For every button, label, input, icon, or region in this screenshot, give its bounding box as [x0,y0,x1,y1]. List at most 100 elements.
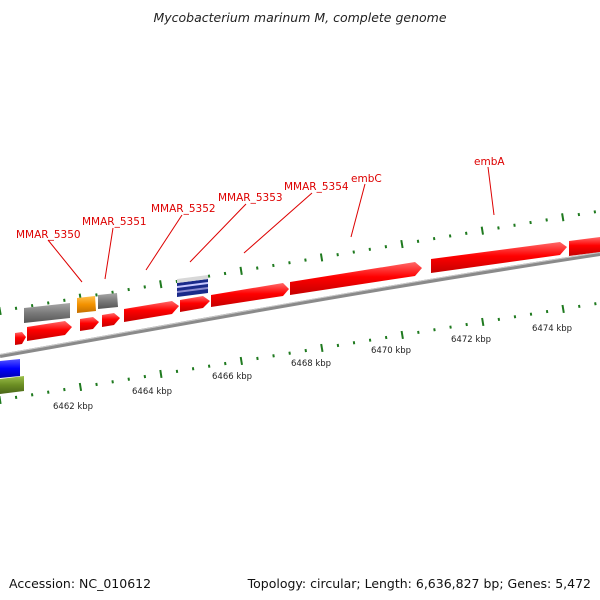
kbp-label-6472: 6472 kbp [451,335,491,345]
upper-major-tick [159,280,163,289]
gene-red-embc-a[interactable] [211,283,289,307]
lower-minor-tick [417,330,420,334]
lower-minor-tick [63,387,66,392]
gene-red-mmar-5351[interactable] [80,317,99,331]
upper-minor-tick [593,210,597,214]
lower-minor-tick [224,361,227,366]
kbp-label-6462: 6462 kbp [53,402,93,412]
label-emba: embA [474,156,505,168]
upper-minor-tick [256,266,259,270]
lower-major-tick [561,304,565,314]
label-embc: embC [351,173,382,185]
gene-red-emba[interactable] [431,242,567,273]
lower-minor-tick [272,354,275,358]
upper-minor-tick [545,218,548,222]
lower-major-tick [159,369,163,379]
lower-minor-tick [256,356,259,361]
lower-minor-tick [288,351,291,355]
label-mmar-5350: MMAR_5350 [16,229,81,241]
gene-olive[interactable] [0,376,24,394]
lower-minor-tick [594,302,597,306]
lower-minor-tick [578,304,581,308]
accession-text: Accession: NC_010612 [9,576,152,591]
lower-minor-tick [513,315,517,319]
gene-red-mmar-5353[interactable] [124,301,179,322]
gene-red-mmar-5352[interactable] [102,313,120,327]
gene-red-mmar-5350[interactable] [27,321,72,341]
label-leaders [47,166,495,283]
kbp-label-6468: 6468 kbp [291,359,331,369]
upper-minor-tick [577,212,581,217]
gene-orange[interactable] [77,296,96,313]
lower-minor-tick [47,390,50,394]
gene-gray-small[interactable] [98,293,118,309]
gene-blue[interactable] [0,359,20,378]
upper-major-tick [480,226,484,235]
lower-minor-tick [127,377,130,381]
upper-minor-tick [30,304,34,308]
upper-minor-tick [47,301,50,305]
upper-minor-tick [288,261,291,265]
lower-major-tick [78,382,83,392]
upper-major-tick [400,239,404,249]
upper-major-tick [319,253,324,262]
lower-minor-tick [465,322,468,327]
upper-minor-tick [432,237,436,241]
lower-tick-track [0,302,597,404]
upper-minor-tick [63,298,66,302]
upper-minor-tick [416,239,420,243]
page-title: Mycobacterium marinum M, complete genome [153,10,447,25]
lower-major-tick [320,343,324,353]
genome-meta-text: Topology: circular; Length: 6,636,827 bp… [247,576,591,591]
upper-minor-tick [207,274,211,278]
lower-minor-tick [433,328,436,332]
kbp-label-6464: 6464 kbp [132,387,172,397]
upper-minor-tick [95,293,98,297]
lower-minor-tick [384,335,388,340]
upper-minor-tick [336,253,339,257]
lower-minor-tick [95,382,98,387]
gene-red-stub[interactable] [15,332,26,345]
gene-navy-striped[interactable] [177,275,208,297]
gene-red-right[interactable] [569,237,600,256]
lower-major-tick [0,395,2,404]
label-mmar-5354: MMAR_5354 [284,181,349,193]
gene-red-mmar-5354[interactable] [180,296,210,312]
upper-minor-tick [448,234,452,238]
label-mmar-5352: MMAR_5352 [151,203,216,215]
upper-minor-tick [304,258,307,262]
upper-minor-tick [529,220,532,225]
lower-minor-tick [111,380,114,384]
lower-major-tick [239,356,243,366]
upper-minor-tick [272,263,275,268]
gene-gray-left[interactable] [24,303,70,323]
lower-minor-tick [497,317,501,321]
upper-minor-tick [143,285,146,289]
upper-major-tick [0,306,2,316]
upper-major-tick [239,266,243,275]
lower-major-tick [400,330,404,340]
genome-backbone [0,252,600,358]
lower-minor-tick [143,374,147,379]
label-mmar-5353: MMAR_5353 [218,192,283,204]
lower-minor-tick [304,348,307,353]
upper-minor-tick [352,250,355,254]
kbp-label-6466: 6466 kbp [212,372,252,382]
upper-minor-tick [111,290,114,294]
lower-minor-tick [336,343,340,348]
genome-backbone-highlight [0,252,600,355]
lower-minor-tick [207,364,211,368]
upper-minor-tick [384,245,388,249]
upper-major-tick [561,213,565,222]
upper-minor-tick [127,287,130,292]
lower-minor-tick [449,325,452,329]
lower-major-tick [481,317,485,327]
lower-minor-tick [30,393,34,397]
upper-minor-tick [465,231,468,235]
kbp-label-6474: 6474 kbp [532,324,572,334]
upper-minor-tick [497,226,500,230]
label-mmar-5351: MMAR_5351 [82,216,147,228]
kbp-label-6470: 6470 kbp [371,346,411,356]
gene-red-embc-b[interactable] [290,262,422,295]
